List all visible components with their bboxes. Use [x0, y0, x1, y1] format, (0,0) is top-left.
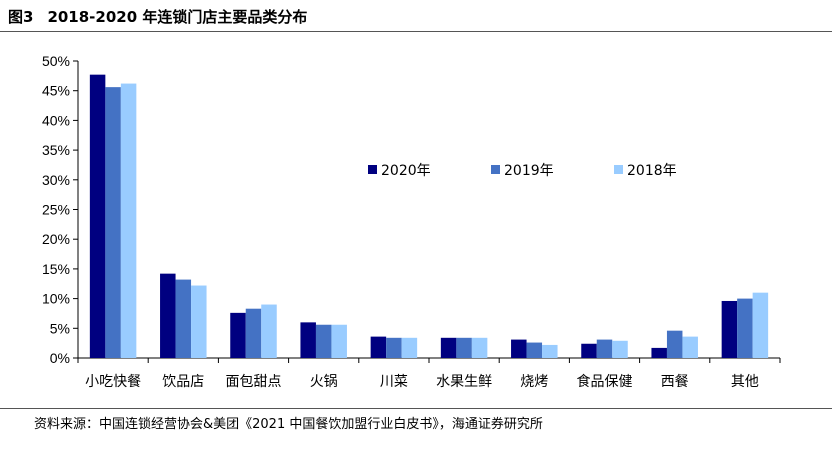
bar	[752, 292, 769, 358]
bar	[471, 337, 488, 358]
bar	[456, 337, 472, 358]
bar	[596, 339, 613, 358]
bar	[401, 337, 418, 358]
bar	[331, 324, 347, 358]
bar	[105, 87, 121, 359]
top-divider	[0, 31, 832, 32]
category-label: 西餐	[661, 374, 689, 390]
y-tick-label: 5%	[50, 320, 70, 336]
category-label: 火锅	[310, 374, 338, 390]
y-tick-label: 0%	[50, 350, 70, 366]
bottom-divider	[0, 408, 832, 409]
bar	[261, 304, 277, 358]
bar	[666, 330, 683, 358]
bar	[440, 337, 457, 358]
category-label: 食品保健	[577, 373, 633, 390]
category-label: 水果生鲜	[436, 374, 492, 390]
y-tick-label: 45%	[42, 83, 70, 99]
bar	[89, 74, 106, 359]
category-label: 面包甜点	[226, 374, 282, 390]
figure-title-text: 2018-2020 年连锁门店主要品类分布	[47, 8, 308, 26]
y-tick-label: 50%	[42, 53, 70, 69]
bar	[386, 337, 402, 358]
bar	[651, 347, 667, 358]
bar	[581, 343, 597, 358]
source-note: 资料来源：中国连锁经营协会&美团《2021 中国餐饮加盟行业白皮书》，海通证券研…	[34, 417, 543, 432]
y-tick-label: 25%	[42, 202, 70, 218]
bar	[721, 300, 738, 358]
bar	[526, 342, 543, 358]
figure-number: 图3	[8, 8, 34, 26]
category-label: 小吃快餐	[85, 374, 141, 390]
legend-label: 2019年	[504, 163, 554, 179]
category-label: 川菜	[380, 374, 408, 390]
bar	[120, 83, 137, 359]
bar	[737, 298, 753, 358]
legend-swatch	[614, 165, 623, 174]
legend-swatch	[491, 165, 500, 174]
figure-title: 图3 2018-2020 年连锁门店主要品类分布	[8, 6, 307, 27]
bar	[315, 324, 332, 358]
y-tick-label: 35%	[42, 142, 70, 158]
bar	[230, 312, 246, 358]
legend-label: 2018年	[627, 163, 677, 179]
bar-chart: 0% 5% 10% 15% 20% 25% 30% 35% 40% 45% 50% 小吃快餐 饮品店 面包…	[42, 53, 781, 390]
bar	[682, 336, 698, 358]
bar	[191, 285, 207, 358]
legend-label: 2020年	[381, 163, 431, 179]
bar	[175, 279, 192, 358]
bar	[542, 344, 558, 358]
legend-swatch	[368, 165, 377, 174]
bar	[160, 273, 176, 358]
y-tick-label: 40%	[42, 112, 70, 128]
bar	[612, 340, 628, 358]
category-label: 其他	[731, 374, 759, 390]
bar	[245, 308, 262, 358]
y-tick-label: 10%	[42, 291, 70, 307]
y-tick-label: 20%	[42, 231, 70, 247]
bar	[300, 322, 316, 358]
y-tick-label: 30%	[42, 172, 70, 188]
category-label: 烧烤	[520, 374, 548, 390]
category-label: 饮品店	[162, 374, 204, 390]
y-tick-label: 15%	[42, 261, 70, 277]
bar	[370, 336, 387, 358]
bar	[511, 339, 527, 358]
